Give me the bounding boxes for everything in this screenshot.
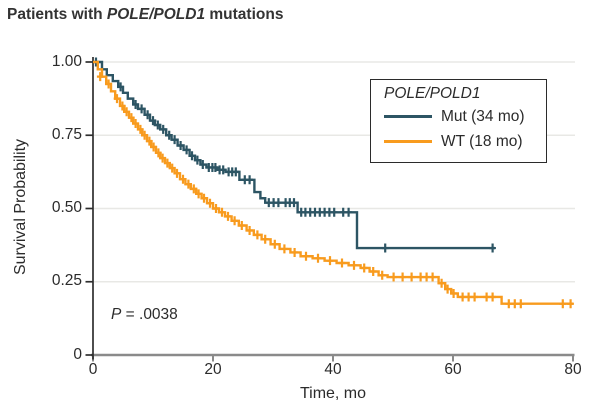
y-tick-label: 0 <box>73 346 82 363</box>
legend-entry-mut: Mut (34 mo) <box>384 104 546 129</box>
x-tick-label: 40 <box>324 361 342 378</box>
legend-title: POLE/POLD1 <box>384 85 481 102</box>
legend-entry-wt: WT (18 mo) <box>384 129 546 154</box>
legend-label-mut: Mut (34 mo) <box>441 107 525 125</box>
chart-title-suffix: mutations <box>205 6 284 23</box>
x-tick-label: 0 <box>88 361 98 378</box>
chart-title-prefix: Patients with <box>7 6 107 23</box>
legend: POLE/POLD1 Mut (34 mo) WT (18 mo) <box>370 79 547 163</box>
mut-line-swatch <box>384 115 432 118</box>
chart-title: Patients with POLE/POLD1 mutations <box>7 6 283 24</box>
y-tick-label: 0.75 <box>51 126 82 143</box>
y-tick-label: 0.25 <box>51 272 82 289</box>
p-value-number: = .0038 <box>121 306 178 323</box>
x-tick-label: 80 <box>564 361 582 378</box>
p-value: P = .0038 <box>111 306 178 324</box>
legend-label-wt: WT (18 mo) <box>441 132 523 150</box>
p-value-symbol: P <box>111 306 122 323</box>
x-tick-label: 60 <box>444 361 462 378</box>
chart-title-gene: POLE/POLD1 <box>106 6 206 23</box>
y-tick-label: 1.00 <box>51 53 82 70</box>
y-tick-label: 0.50 <box>51 199 82 216</box>
wt-line-swatch <box>384 140 432 143</box>
y-axis-label: Survival Probability <box>12 138 29 276</box>
x-axis-label: Time, mo <box>299 385 367 402</box>
x-tick-label: 20 <box>204 361 222 378</box>
